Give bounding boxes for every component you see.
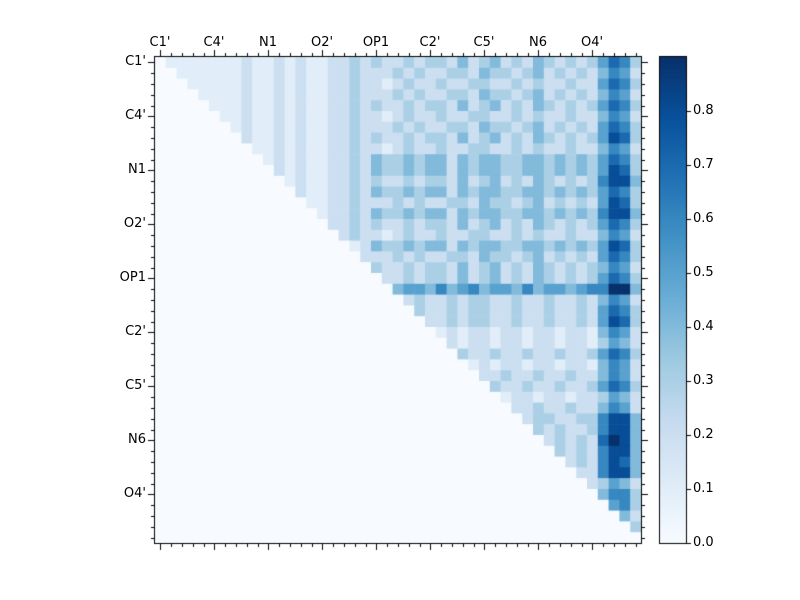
y-tick-label: C5' xyxy=(125,378,146,393)
colorbar-tick-label: 0.5 xyxy=(693,265,714,280)
y-tick-label: C2' xyxy=(125,324,146,339)
colorbar-tick-label: 0.4 xyxy=(693,319,714,334)
x-tick-label: N6 xyxy=(529,35,547,50)
x-tick-label: N1 xyxy=(259,35,277,50)
y-tick-label: C4' xyxy=(125,108,146,123)
x-tick-label: C5' xyxy=(473,35,495,50)
colorbar-tick-label: 0.7 xyxy=(693,157,714,172)
y-tick-label: O2' xyxy=(123,216,146,231)
colorbar-tick-label: 0.3 xyxy=(693,373,714,388)
x-tick-label: C4' xyxy=(203,35,225,50)
y-tick-label: O4' xyxy=(123,486,146,501)
x-tick-label: O2' xyxy=(310,35,334,50)
colorbar-tick-label: 0.0 xyxy=(693,535,714,550)
colorbar-tick-label: 0.2 xyxy=(693,427,714,442)
x-tick-label: C2' xyxy=(419,35,441,50)
y-tick-label: N6 xyxy=(128,432,146,447)
y-tick-label: C1' xyxy=(125,54,146,69)
x-tick-label: OP1 xyxy=(362,35,390,50)
colorbar-tick-label: 0.8 xyxy=(693,103,714,118)
colorbar-tick-label: 0.6 xyxy=(693,211,714,226)
y-tick-label: N1 xyxy=(128,162,146,177)
y-tick-label: OP1 xyxy=(119,270,146,285)
x-tick-label: O4' xyxy=(580,35,604,50)
x-tick-label: C1' xyxy=(149,35,171,50)
colorbar-tick-label: 0.1 xyxy=(693,481,714,496)
